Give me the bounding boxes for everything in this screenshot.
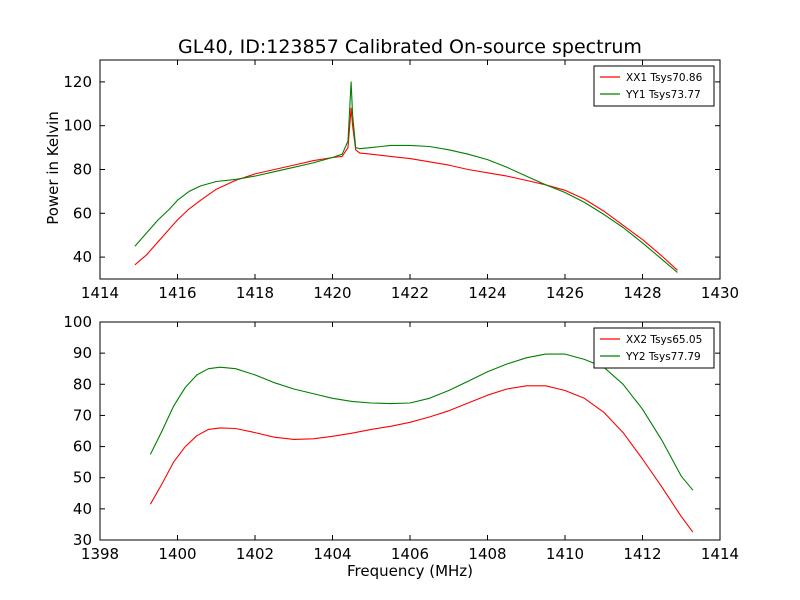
legend-label: YY2 Tsys77.79 (625, 351, 701, 363)
legend: XX2 Tsys65.05 YY2 Tsys77.79 (593, 327, 715, 369)
y-tick-label: 70 (73, 406, 92, 424)
x-tick-label: 1428 (623, 284, 661, 302)
y-tick-label: 90 (73, 344, 92, 362)
x-tick-label: 1400 (158, 545, 196, 563)
legend-box (593, 327, 715, 369)
x-tick-label: 1408 (468, 545, 506, 563)
x-tick-label: 1404 (313, 545, 351, 563)
x-axis-label: Frequency (MHz) (347, 562, 473, 580)
y-tick-label: 40 (73, 500, 92, 518)
x-tick-label: 1398 (81, 545, 119, 563)
legend-box (593, 65, 715, 107)
x-tick-label: 1420 (313, 284, 351, 302)
x-tick-label: 1406 (391, 545, 429, 563)
y-tick-label: 120 (63, 73, 92, 91)
y-tick-label: 40 (73, 248, 92, 266)
series-line-2 (134, 81, 678, 273)
top-panel: 1414 1416 1418 1420 1422 1424 1426 1428 1430 40 60… (63, 59, 739, 302)
x-tick-label: 1418 (236, 284, 274, 302)
y-tick-label: 60 (73, 438, 92, 456)
legend: XX1 Tsys70.86 YY1 Tsys73.77 (593, 65, 715, 107)
x-tick-label: 1414 (701, 545, 739, 563)
y-tick-label: 60 (73, 204, 92, 222)
x-tick-label: 1416 (158, 284, 196, 302)
legend-label: XX2 Tsys65.05 (626, 334, 702, 346)
y-tick-label: 100 (63, 117, 92, 135)
series-line-1 (134, 107, 678, 271)
x-tick-label: 1430 (701, 284, 739, 302)
x-tick-label: 1424 (468, 284, 506, 302)
x-tick-label: 1402 (236, 545, 274, 563)
x-tick-label: 1422 (391, 284, 429, 302)
bottom-panel: 1398 1400 1402 1404 1406 1408 1410 1412 1414 30 40… (63, 313, 739, 563)
y-tick-label: 80 (73, 161, 92, 179)
x-tick-label: 1412 (623, 545, 661, 563)
legend-label: XX1 Tsys70.86 (626, 72, 703, 84)
x-tick-label: 1410 (546, 545, 584, 563)
figure-title: GL40, ID:123857 Calibrated On-source spe… (178, 36, 642, 58)
y-tick-label: 80 (73, 375, 92, 393)
y-tick-label: 50 (73, 469, 92, 487)
series-line-2 (149, 353, 694, 491)
y-tick-label: 30 (73, 531, 92, 549)
series-line-1 (149, 385, 694, 533)
y-tick-label: 100 (63, 313, 92, 331)
legend-label: YY1 Tsys73.77 (625, 89, 701, 101)
x-tick-label: 1414 (81, 284, 119, 302)
y-axis-label: Power in Kelvin (44, 111, 62, 225)
x-tick-label: 1426 (546, 284, 584, 302)
